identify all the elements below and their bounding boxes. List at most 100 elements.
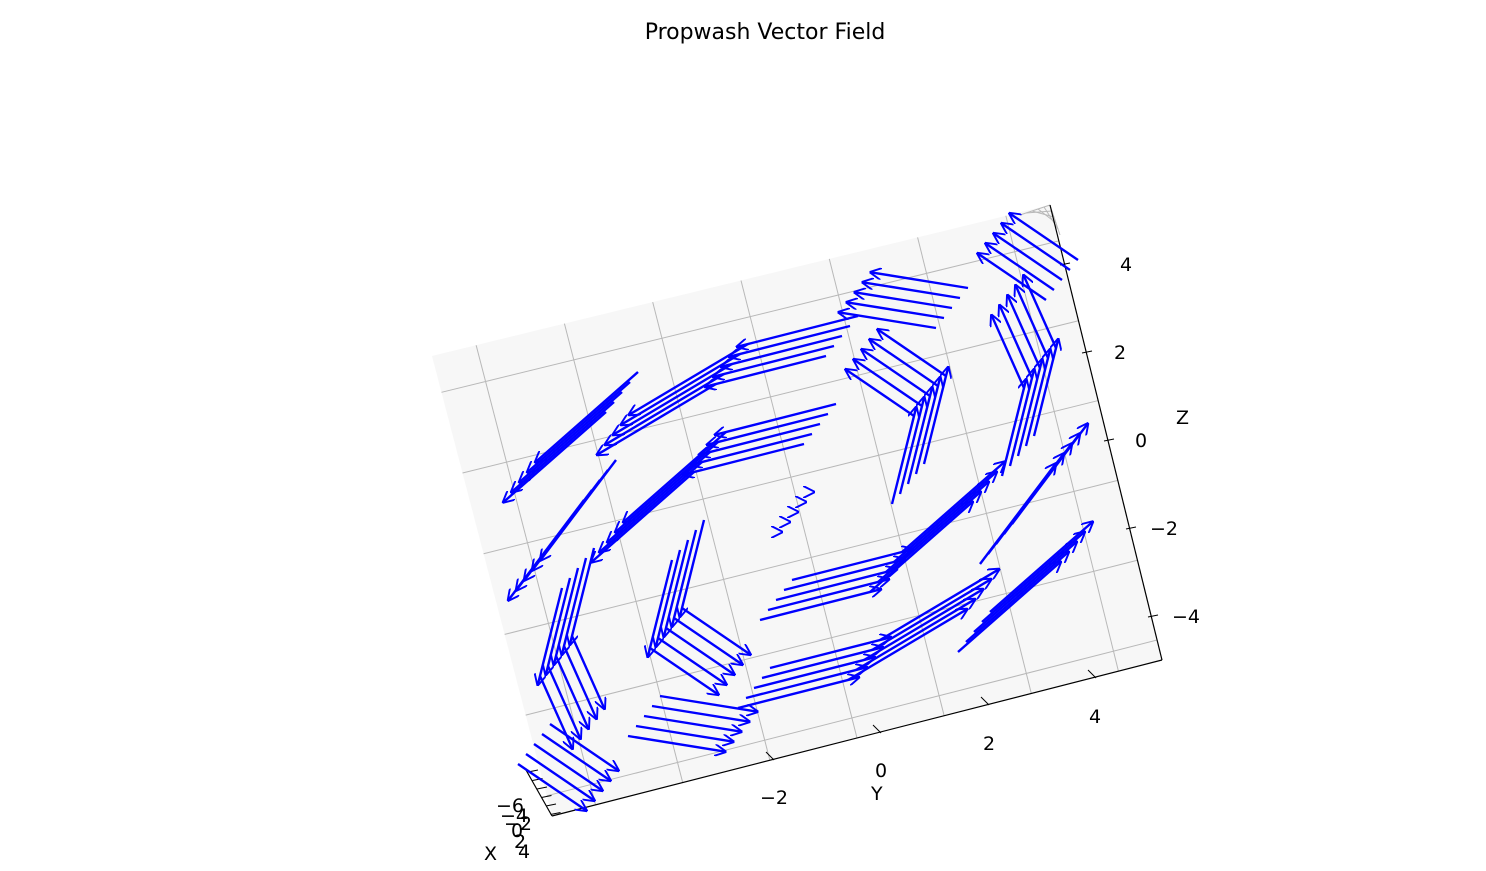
x-tick-label: 0 bbox=[511, 820, 523, 842]
vector-arrow bbox=[846, 369, 915, 417]
grid-line bbox=[917, 237, 1032, 694]
x-tick-label: 4 bbox=[518, 841, 530, 863]
vector-arrow bbox=[1002, 223, 1071, 271]
vector-arrow bbox=[1000, 305, 1034, 379]
x-tick-label: −6 bbox=[496, 795, 524, 817]
y-tick-label: 4 bbox=[1089, 706, 1101, 728]
vector-arrow bbox=[729, 324, 851, 357]
vector-arrow bbox=[855, 292, 953, 310]
vector-arrow bbox=[707, 412, 829, 445]
x-tick-labels: −6 −4 −2 0 2 4 bbox=[496, 795, 532, 863]
vector-arrow bbox=[656, 549, 682, 647]
y-tick-labels: −2 0 2 4 bbox=[760, 706, 1101, 809]
z-tick-label: 4 bbox=[1120, 254, 1132, 276]
vector-arrow bbox=[664, 539, 690, 637]
vector-arrow bbox=[863, 282, 961, 300]
vector-arrow bbox=[1010, 213, 1079, 261]
vector-arrow bbox=[745, 667, 867, 700]
vector-arrow bbox=[554, 655, 588, 729]
vector-arrow bbox=[651, 704, 749, 722]
x-axis-tick bbox=[541, 795, 552, 798]
vector-arrow bbox=[691, 432, 813, 465]
vector-arrow bbox=[759, 589, 881, 622]
vector-arrow bbox=[511, 401, 615, 492]
grid-line bbox=[563, 323, 684, 783]
vector-arrow bbox=[847, 302, 945, 320]
vector-arrow bbox=[737, 677, 859, 710]
vector-arrow bbox=[525, 753, 594, 801]
vector-arrow bbox=[753, 657, 875, 690]
vector-arrow bbox=[847, 609, 967, 682]
x-tick-label: −4 bbox=[500, 805, 528, 827]
y-axis-tick bbox=[980, 696, 990, 706]
vector-arrow bbox=[761, 647, 883, 680]
vector-arrow bbox=[562, 557, 588, 655]
vector-arrow bbox=[649, 647, 718, 695]
x-tick-label: 2 bbox=[514, 831, 526, 853]
z-tick-label: 0 bbox=[1135, 430, 1147, 452]
vector-arrow bbox=[508, 499, 585, 600]
y-axis-tick bbox=[872, 724, 882, 734]
vector-arrow bbox=[533, 743, 602, 791]
z-tick-label: 2 bbox=[1114, 342, 1126, 364]
vector-arrow bbox=[683, 442, 805, 475]
y-tick-label: 2 bbox=[983, 733, 995, 755]
vector-arrow bbox=[871, 272, 969, 290]
vector-arrow bbox=[546, 577, 572, 675]
vector-arrow bbox=[665, 627, 734, 675]
vector-arrow bbox=[705, 354, 827, 387]
grid-line bbox=[1043, 206, 1059, 230]
grid-line bbox=[1019, 204, 1051, 216]
vector-arrow bbox=[541, 733, 610, 781]
vector-arrow bbox=[1000, 379, 1026, 477]
vector-arrow bbox=[767, 579, 889, 612]
z-axis-tick bbox=[1147, 614, 1159, 618]
grid-line bbox=[1031, 210, 1055, 218]
vector-arrow bbox=[715, 402, 837, 435]
grid-line bbox=[504, 479, 1118, 635]
x-axis-tick bbox=[545, 803, 557, 807]
grid-line bbox=[441, 240, 1059, 393]
vector-arrow bbox=[517, 763, 586, 811]
vector-arrow bbox=[597, 382, 717, 455]
vector-arrow bbox=[591, 471, 695, 562]
z-axis-tick bbox=[1081, 350, 1093, 354]
back-pane bbox=[432, 205, 1162, 816]
vector-arrow bbox=[979, 464, 1056, 565]
vector-arrow bbox=[854, 359, 923, 407]
x-axis-tick bbox=[550, 812, 561, 815]
vector-arrow bbox=[978, 253, 1047, 301]
vector-arrow bbox=[535, 371, 639, 462]
z-axis-tick bbox=[1125, 526, 1137, 530]
grid-line bbox=[546, 639, 1158, 797]
vector-arrow bbox=[538, 675, 572, 749]
vector-arrow bbox=[648, 559, 674, 657]
vector-arrow bbox=[657, 637, 726, 685]
z-tick-label: −2 bbox=[1150, 518, 1178, 540]
vector-arrow bbox=[769, 637, 891, 670]
vector-arrow bbox=[783, 559, 905, 592]
y-axis-label: Y bbox=[870, 783, 883, 805]
vector-arrow bbox=[627, 734, 725, 752]
vector-arrow bbox=[878, 329, 947, 377]
x-axis-line bbox=[525, 769, 553, 817]
y-axis-tick bbox=[765, 751, 775, 761]
axes bbox=[525, 204, 1163, 817]
x-tick-label: −2 bbox=[504, 813, 532, 835]
vector-arrow bbox=[1008, 295, 1042, 369]
vector-arrow bbox=[721, 334, 843, 367]
vector-arrow bbox=[635, 724, 733, 742]
z-axis-tick bbox=[1103, 438, 1115, 442]
vector-arrow bbox=[870, 339, 939, 387]
vector-arrow bbox=[672, 529, 698, 627]
vector-arrow bbox=[562, 645, 596, 719]
vector-arrow bbox=[570, 635, 604, 709]
vector-arrow bbox=[839, 312, 937, 330]
vector-arrows bbox=[503, 213, 1092, 810]
vector-arrow bbox=[546, 665, 580, 739]
vector-arrow bbox=[1016, 285, 1050, 359]
z-axis-line bbox=[1049, 204, 1163, 661]
vector-arrow bbox=[538, 587, 564, 685]
grid-line bbox=[652, 301, 771, 761]
